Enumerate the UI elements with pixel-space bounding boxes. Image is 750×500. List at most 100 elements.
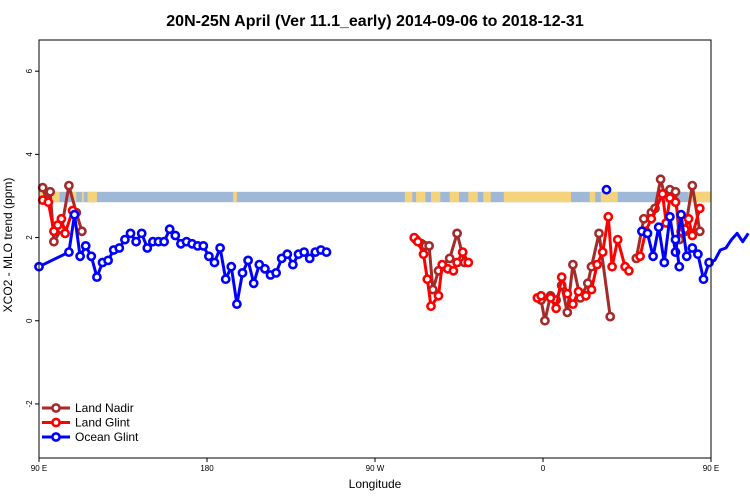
data-point bbox=[231, 299, 242, 309]
data-point bbox=[69, 209, 80, 220]
data-point bbox=[687, 243, 698, 253]
data-point bbox=[37, 182, 48, 193]
data-point bbox=[674, 261, 685, 272]
y-axis-label: XCO2 - MLO trend (ppm) bbox=[1, 178, 15, 313]
data-point bbox=[659, 257, 670, 268]
data-point bbox=[203, 251, 214, 262]
data-point bbox=[282, 249, 293, 260]
y-axis: -2 0 2 4 6 bbox=[25, 68, 39, 407]
data-point bbox=[601, 184, 612, 195]
data-point bbox=[698, 274, 709, 285]
data-point bbox=[683, 213, 694, 224]
data-point bbox=[56, 213, 67, 224]
data-point bbox=[142, 243, 153, 253]
data-point bbox=[75, 251, 85, 262]
x-tick-label: 0 bbox=[541, 464, 546, 473]
data-point bbox=[103, 255, 113, 266]
data-point bbox=[86, 251, 97, 262]
land-segment bbox=[404, 191, 413, 203]
land-segment bbox=[72, 191, 77, 203]
data-point bbox=[424, 240, 434, 251]
series-land-glint bbox=[37, 188, 705, 314]
data-point bbox=[248, 278, 259, 289]
data-point bbox=[603, 211, 614, 222]
data-point bbox=[665, 211, 675, 222]
data-point bbox=[412, 236, 423, 247]
data-point bbox=[209, 257, 220, 268]
data-point bbox=[653, 222, 664, 233]
data-point bbox=[198, 240, 209, 251]
land-segment bbox=[503, 191, 571, 203]
data-point bbox=[215, 243, 225, 253]
data-point bbox=[418, 249, 429, 260]
data-point bbox=[237, 267, 248, 278]
land-band bbox=[39, 191, 711, 203]
data-point bbox=[452, 228, 462, 239]
data-point bbox=[607, 261, 617, 272]
x-tick-label: 180 bbox=[200, 464, 214, 473]
x-axis-label: Longitude bbox=[349, 477, 402, 491]
data-point bbox=[463, 257, 474, 268]
data-point bbox=[562, 288, 573, 299]
data-point bbox=[49, 236, 59, 247]
data-point bbox=[120, 234, 130, 245]
data-point bbox=[540, 315, 550, 326]
data-point bbox=[131, 236, 141, 247]
land-segment bbox=[87, 191, 97, 203]
land-segment bbox=[483, 191, 491, 203]
data-point bbox=[676, 209, 686, 220]
data-point bbox=[597, 247, 608, 257]
data-point bbox=[321, 247, 332, 257]
data-point bbox=[592, 259, 602, 270]
data-point bbox=[60, 228, 70, 239]
data-point bbox=[536, 290, 546, 301]
data-point bbox=[426, 301, 436, 312]
data-point bbox=[638, 213, 649, 224]
data-point bbox=[45, 186, 56, 197]
data-point bbox=[457, 247, 468, 257]
data-point bbox=[693, 249, 703, 260]
data-point bbox=[568, 299, 578, 309]
data-point bbox=[80, 240, 91, 251]
data-point bbox=[164, 224, 175, 235]
data-point bbox=[642, 228, 653, 239]
y-tick-label: -2 bbox=[25, 400, 34, 408]
data-point bbox=[259, 263, 270, 274]
data-point bbox=[92, 272, 102, 282]
legend-marker bbox=[51, 403, 61, 413]
land-segment bbox=[431, 191, 441, 203]
data-point bbox=[159, 236, 169, 247]
ocean-band bbox=[39, 191, 711, 203]
legend-label: Ocean Glint bbox=[75, 430, 139, 444]
data-point bbox=[655, 174, 666, 185]
data-point bbox=[220, 274, 231, 285]
data-point bbox=[556, 272, 567, 282]
data-point bbox=[573, 286, 584, 297]
data-point bbox=[648, 251, 658, 262]
data-point bbox=[243, 255, 253, 266]
data-point bbox=[687, 230, 698, 241]
data-point bbox=[287, 259, 298, 270]
data-point bbox=[226, 261, 237, 272]
land-segment bbox=[416, 191, 426, 203]
land-segment bbox=[81, 191, 84, 203]
land-segment bbox=[233, 191, 237, 203]
data-point bbox=[114, 243, 125, 253]
series-ocean-glint bbox=[34, 184, 750, 309]
legend-label: Land Nadir bbox=[75, 401, 134, 415]
data-point bbox=[670, 234, 681, 245]
y-tick-label: 2 bbox=[25, 235, 34, 240]
data-point bbox=[586, 284, 597, 295]
data-point bbox=[568, 259, 578, 270]
x-axis: 90 E 180 90 W 0 90 E bbox=[31, 458, 719, 473]
data-point bbox=[43, 197, 54, 208]
y-tick-label: 4 bbox=[25, 152, 34, 157]
data-point bbox=[581, 290, 591, 301]
x-tick-label: 90 E bbox=[31, 464, 47, 473]
land-segment bbox=[610, 191, 618, 203]
data-point bbox=[64, 247, 74, 257]
data-point bbox=[448, 265, 459, 276]
data-point bbox=[670, 186, 681, 197]
data-point bbox=[657, 188, 668, 199]
